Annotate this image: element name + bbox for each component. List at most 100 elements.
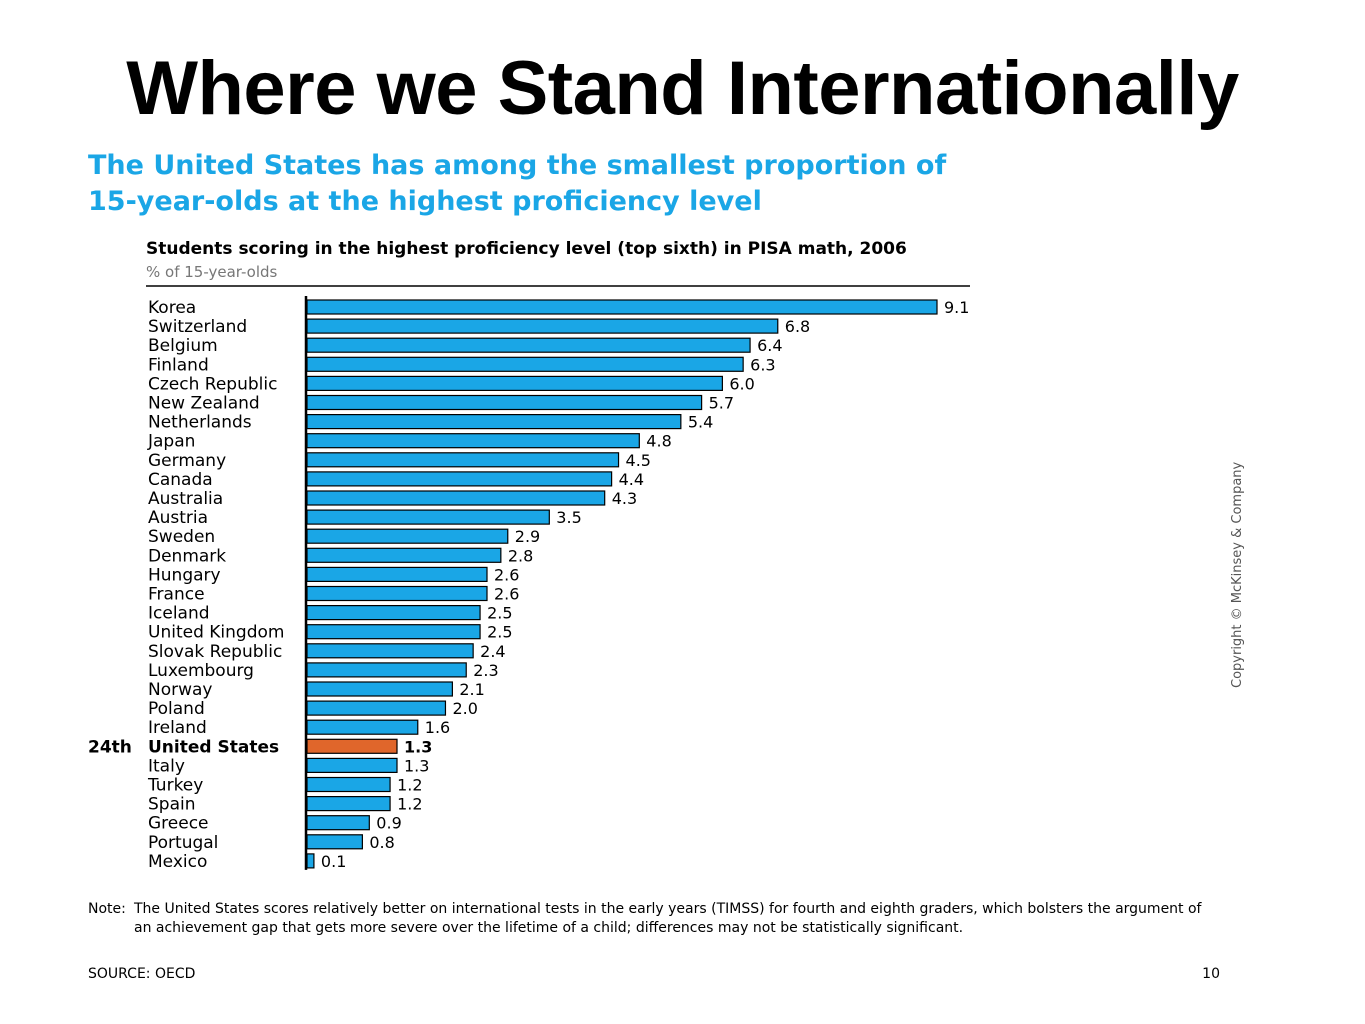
category-label: Switzerland [148, 317, 247, 337]
value-label: 2.9 [515, 527, 540, 546]
category-label: Canada [148, 470, 213, 490]
category-label: Germany [148, 451, 226, 471]
bar [306, 719, 419, 735]
category-label: Ireland [148, 718, 207, 738]
category-label: Japan [147, 432, 195, 452]
bar [306, 414, 682, 430]
category-label: Belgium [148, 336, 218, 356]
value-label: 2.6 [494, 565, 519, 584]
bar [306, 585, 488, 602]
bar [306, 318, 779, 334]
value-label: 2.1 [459, 680, 484, 699]
value-label: 9.1 [944, 298, 969, 317]
bar [306, 624, 481, 640]
bar [306, 776, 391, 793]
category-label: Hungary [148, 565, 221, 585]
value-label: 3.5 [556, 508, 581, 527]
value-label: 2.4 [480, 642, 505, 661]
bar [306, 643, 474, 659]
bar [306, 394, 703, 411]
slide-title: Where we Stand Internationally [126, 46, 1239, 131]
category-label: Netherlands [148, 413, 252, 433]
value-label: 0.9 [376, 814, 401, 833]
bar [306, 356, 744, 372]
value-label: 2.3 [473, 661, 498, 680]
category-label: Slovak Republic [148, 642, 282, 662]
value-label: 6.3 [750, 355, 775, 374]
category-label: Spain [148, 795, 196, 815]
bar [306, 738, 398, 754]
chart-subtitle: The United States has among the smallest… [88, 148, 988, 220]
category-label: Portugal [148, 833, 218, 853]
category-label: Iceland [148, 604, 210, 624]
value-label: 1.6 [425, 718, 450, 737]
category-label: Austria [148, 508, 208, 528]
bar [306, 547, 502, 563]
category-label: Mexico [148, 852, 207, 872]
bar [306, 528, 509, 544]
bar [306, 815, 370, 831]
bar [306, 509, 550, 525]
category-label: Turkey [147, 776, 203, 796]
category-label: Sweden [148, 527, 215, 547]
value-label: 1.3 [404, 756, 429, 775]
bar [306, 299, 938, 315]
category-label: Czech Republic [148, 374, 277, 394]
value-label: 5.7 [709, 394, 734, 413]
category-label: Australia [148, 489, 223, 509]
bar [306, 604, 481, 621]
source-text: SOURCE: OECD [88, 966, 196, 982]
category-label: Norway [148, 680, 213, 700]
value-label: 6.4 [757, 336, 782, 355]
subtitle-line-2: 15-year-olds at the highest proficiency … [88, 186, 762, 217]
value-label: 4.8 [646, 432, 671, 451]
category-label: United States [148, 737, 279, 757]
bar [306, 471, 613, 487]
note-label: Note: [88, 901, 126, 917]
rank-label: 24th [88, 737, 132, 757]
category-label: United Kingdom [148, 623, 284, 643]
value-label: 5.4 [688, 413, 713, 432]
bar [306, 681, 453, 697]
page-number: 10 [1202, 966, 1220, 982]
bar [306, 452, 620, 468]
bar [306, 375, 723, 391]
category-label: Finland [148, 355, 209, 375]
value-label: 2.5 [487, 604, 512, 623]
subtitle-line-1: The United States has among the smallest… [88, 150, 947, 181]
value-label: 0.8 [369, 833, 394, 852]
bar [306, 757, 398, 774]
bar [306, 662, 467, 678]
category-label: Italy [148, 756, 185, 776]
value-label: 1.3 [404, 737, 432, 756]
value-label: 2.5 [487, 623, 512, 642]
bar [306, 700, 447, 716]
bar [306, 795, 391, 812]
value-label: 1.2 [397, 776, 422, 795]
category-label: Denmark [148, 546, 226, 566]
bar [306, 566, 488, 583]
note-text: The United States scores relatively bett… [134, 901, 1202, 936]
value-label: 6.8 [785, 317, 810, 336]
bar [306, 853, 315, 869]
value-label: 0.1 [321, 852, 346, 871]
copyright-notice: Copyright © McKinsey & Company [1230, 461, 1245, 688]
value-label: 4.5 [626, 451, 651, 470]
category-label: Greece [148, 814, 209, 834]
chart-units: % of 15-year-olds [146, 263, 278, 281]
chart-title: Students scoring in the highest proficie… [146, 239, 907, 259]
bar [306, 337, 751, 353]
value-label: 6.0 [729, 374, 754, 393]
value-label: 2.6 [494, 585, 519, 604]
category-label: New Zealand [148, 394, 260, 414]
bar [306, 433, 640, 449]
bar [306, 490, 606, 506]
value-label: 1.2 [397, 795, 422, 814]
value-label: 2.0 [452, 699, 477, 718]
category-label: Luxembourg [148, 661, 254, 681]
category-label: France [148, 585, 205, 605]
value-label: 4.4 [619, 470, 644, 489]
value-label: 4.3 [612, 489, 637, 508]
category-label: Korea [148, 298, 196, 318]
